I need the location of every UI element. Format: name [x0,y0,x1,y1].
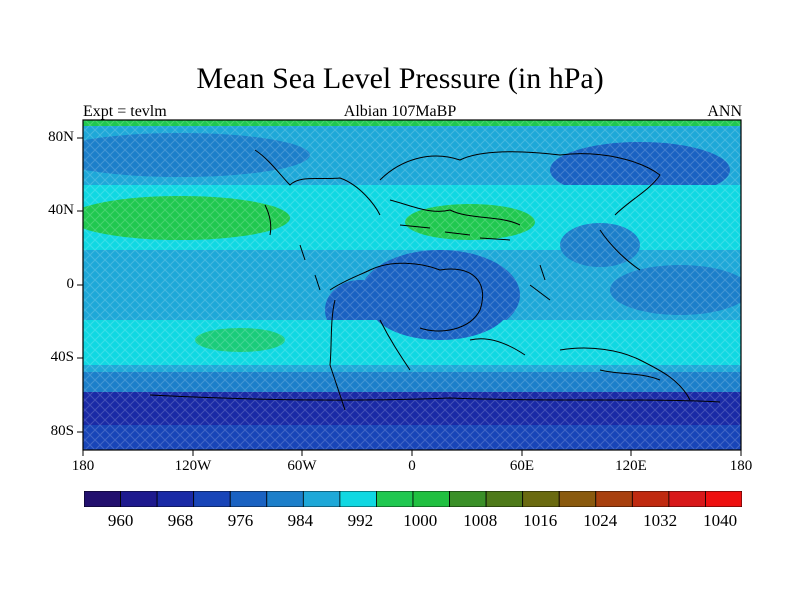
colorbar-cell [449,491,487,507]
colorbar-label: 1008 [463,511,498,530]
colorbar-cell [302,491,341,507]
colorbar [84,491,742,507]
lon-tick-label: 180 [71,458,95,474]
colorbar-cell [705,491,742,507]
colorbar-label: 984 [287,511,314,530]
colorbar-cell [668,491,706,507]
colorbar-cell [156,491,195,507]
lon-tick-label: 60W [287,458,317,474]
colorbar-cell [193,491,231,507]
colorbar-cell [339,491,377,507]
lat-tick-label: 80N [48,129,74,145]
pressure-field [83,120,741,450]
colorbar-label: 1000 [403,511,438,530]
axis-ticks [77,137,742,456]
lat-tick-label: 80S [50,423,74,439]
lon-tick-label: 0 [408,458,416,474]
plot-title: Mean Sea Level Pressure (in hPa) [196,62,604,95]
colorbar-label: 1032 [643,511,678,530]
colorbar-cell [522,491,560,507]
colorbar-cell [229,491,268,507]
colorbar-label: 976 [227,511,254,530]
colorbar-cell [631,491,670,507]
colorbar-cell [266,491,304,507]
colorbar-cell [485,491,524,507]
colorbar-cell [84,491,121,507]
season-label: ANN [707,103,742,120]
colorbar-cell [558,491,597,507]
colorbar-cell [595,491,633,507]
lon-tick-label: 60E [509,458,535,474]
lat-tick-label: 40S [50,349,74,365]
colorbar-label: 968 [167,511,194,530]
colorbar-cell [120,491,158,507]
lat-tick-label: 0 [66,276,75,292]
lon-tick-label: 180 [729,458,753,474]
lon-tick-label: 120W [174,458,212,474]
colorbar-label: 992 [347,511,374,530]
colorbar-cell [412,491,450,507]
coastlines [149,149,721,411]
lat-tick-label: 40N [48,202,74,218]
colorbar-label: 1016 [523,511,558,530]
colorbar-label: 1024 [583,511,618,530]
lon-tick-label: 120E [615,458,647,474]
colorbar-label: 960 [107,511,134,530]
period-label: Albian 107MaBP [343,103,457,120]
experiment-label: Expt = tevlm [83,103,167,120]
colorbar-label: 1040 [703,511,738,530]
colorbar-cell [376,491,414,507]
